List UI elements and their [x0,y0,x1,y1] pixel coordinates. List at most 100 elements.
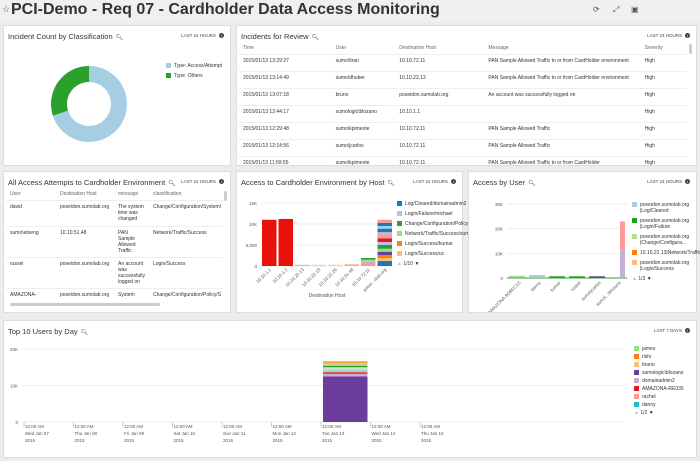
info-icon[interactable]: i [685,179,690,184]
legend-item[interactable]: rishi [634,354,694,360]
legend-item[interactable]: sumologic\blozano [634,370,694,376]
bar-segment[interactable] [323,369,368,371]
table-row[interactable]: sumo\atseng 10.10.51.48 PAN Sample Allowed… [6,226,223,258]
legend-item[interactable]: poseidon.sumolab.org |Login/Success [632,260,694,272]
legend-item[interactable]: Network/Traffic/Success/sumo\dhuber [397,231,489,237]
star-icon[interactable]: ☆ [2,4,11,14]
column-header[interactable]: Destination Host [399,45,436,51]
column-header[interactable]: User [335,45,347,51]
column-header[interactable]: message [118,191,139,197]
bar-segment[interactable] [323,372,368,374]
legend-item[interactable]: Login/Success/uc [397,251,459,257]
donut-slice[interactable] [52,66,128,142]
search-icon[interactable]: 🔍︎ [115,35,124,41]
table-row[interactable]: AMAZONA-poseidon.sumolab.org System Change… [6,288,223,300]
vertical-scrollbar[interactable] [689,44,692,54]
bar-segment[interactable] [377,242,393,245]
legend-item[interactable]: poseidon.sumolab.org |Change/Configura..… [632,234,694,246]
search-icon[interactable]: 🔍︎ [387,181,396,187]
info-icon[interactable]: i [451,179,456,184]
legend-item[interactable]: bruno [634,362,694,368]
legend-item[interactable]: AMAZONA-RE035 [634,386,694,392]
page-down-icon[interactable]: ▼ [646,276,652,282]
bar-segment[interactable] [509,275,525,278]
bar-segment[interactable] [377,248,393,252]
bar-segment[interactable] [377,258,393,261]
bar-segment[interactable] [278,218,294,266]
table-row[interactable]: 2015/01/13 12:29:48 sumo\kpimente 10.10.72… [239,122,687,140]
info-icon[interactable]: i [685,328,690,333]
bar-segment[interactable] [262,219,277,266]
vertical-scrollbar[interactable] [224,191,227,201]
column-header[interactable]: classification [153,191,182,197]
bar-segment[interactable] [549,276,565,278]
column-header[interactable]: Destination Host [60,191,97,197]
column-header[interactable]: Time [243,45,254,51]
bar-segment[interactable] [620,221,625,250]
bar-segment[interactable] [323,370,368,373]
page-up-icon[interactable]: ▲ [632,276,637,282]
table-row[interactable]: russel poseidon.sumolab.org An account was… [6,257,223,289]
bar-segment[interactable] [311,264,327,266]
legend-item[interactable]: Login/Success/kumar [397,241,459,247]
bar-segment[interactable] [323,376,368,422]
bar-segment[interactable] [377,251,393,256]
bar-segment[interactable] [323,364,368,366]
bar-segment[interactable] [361,263,376,266]
table-row[interactable]: 2015/01/13 12:44:17 sumologic\blozano 10.1… [239,105,687,123]
bar-segment[interactable] [361,261,376,264]
bar-segment[interactable] [377,260,393,266]
info-icon[interactable]: i [219,33,224,38]
share-icon[interactable]: ▣ [631,5,639,14]
bar-segment[interactable] [377,234,393,239]
bar-segment[interactable] [377,226,393,229]
table-row[interactable]: 2015/01/13 12:14:56 sumo\jcarlos 10.10.72.… [239,139,687,157]
bar-segment[interactable] [377,238,393,243]
info-icon[interactable]: i [219,179,224,184]
bar-segment[interactable] [589,276,605,278]
search-icon[interactable]: 🔍︎ [80,330,89,336]
column-header[interactable]: User [10,191,21,197]
page-down-icon[interactable]: ▼ [648,410,654,416]
legend-item[interactable]: poseidon.sumolab.org |Login/Failure [632,218,694,230]
bar-segment[interactable] [620,249,625,277]
table-row[interactable]: 2015/01/13 13:07:18 bruno poseidon.sumolab… [239,88,687,106]
legend-pager[interactable]: ▲ 1/2 ▼ [634,410,694,416]
bar-segment[interactable] [529,275,545,277]
legend-pager[interactable]: ▲ 1/10 ▼ [397,261,459,267]
legend-item[interactable]: rachel [634,394,694,400]
column-header[interactable]: Severity [644,45,663,51]
legend-item[interactable]: Change/Configuration/Policy/SuccessA... [397,221,496,227]
bar-segment[interactable] [569,276,585,278]
bar-segment[interactable] [344,264,360,266]
legend-item[interactable]: domainadmin2 [634,378,694,384]
bar-segment[interactable] [328,264,343,266]
page-up-icon[interactable]: ▲ [397,261,402,267]
legend-item[interactable]: 10.10.22.13|Network/Traffic/Success [632,250,700,256]
legend-item[interactable]: poseidon.sumolab.org |Log/Cleared [632,202,694,214]
fullscreen-icon[interactable]: ⤢ [613,5,620,14]
bar-segment[interactable] [361,258,376,260]
legend-item[interactable]: james [634,346,694,352]
bar-segment[interactable] [323,361,368,363]
legend-item[interactable]: Type: Access/Attempt [166,63,222,69]
horizontal-scrollbar[interactable] [10,303,160,306]
table-row[interactable]: 2015/01/13 13:29:27 sumo\ltran 10.10.72.11… [239,54,687,72]
bar-segment[interactable] [377,255,393,259]
bar-segment[interactable] [377,222,393,227]
bar-segment[interactable] [377,228,393,232]
bar-segment[interactable] [323,362,368,365]
column-header[interactable]: Message [488,45,509,51]
table-row[interactable]: 2015/01/13 11:59:55 sumo\kpimente 10.10.72… [239,156,687,166]
bar-segment[interactable] [323,367,368,370]
bar-segment[interactable] [377,245,393,249]
bar-segment[interactable] [377,231,393,235]
bar-segment[interactable] [377,219,393,223]
legend-item[interactable]: Type: Others [166,73,222,79]
refresh-icon[interactable]: ⟳ [593,5,600,14]
legend-item[interactable]: danny [634,402,694,408]
bar-segment[interactable] [323,365,368,368]
bar-segment[interactable] [361,259,376,262]
donut-slice[interactable] [50,66,89,116]
search-icon[interactable]: 🔍︎ [168,181,176,187]
